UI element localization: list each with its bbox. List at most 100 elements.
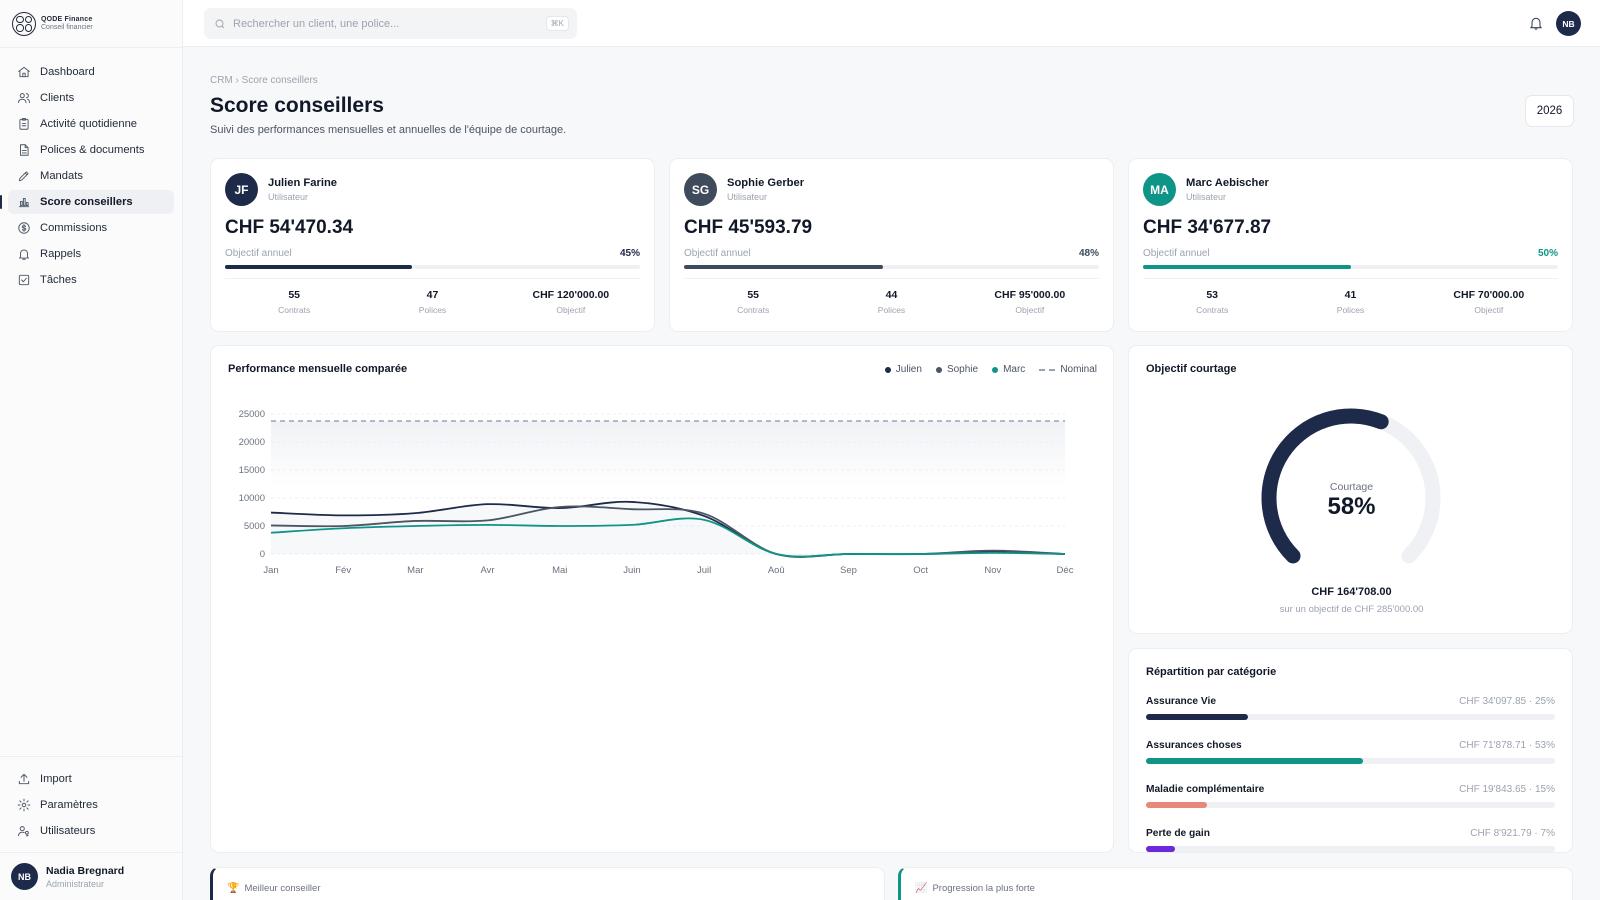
sidebar-item-dashboard[interactable]: Dashboard — [8, 60, 174, 84]
search-box[interactable]: ⌘K — [204, 8, 577, 39]
series-line-marc — [270, 517, 1066, 558]
category-row-assurance-vie: Assurance Vie CHF 34'097.85 · 25% — [1146, 696, 1555, 720]
legend-label: Sophie — [946, 364, 979, 375]
sidebar-item-clients[interactable]: Clients — [8, 86, 174, 110]
sidebar-item-import[interactable]: Import — [8, 767, 174, 791]
sidebar-item-commissions[interactable]: Commissions — [8, 216, 174, 240]
bar-chart-icon — [17, 195, 31, 209]
advisor-amount: CHF 54'470.34 — [225, 217, 354, 238]
x-tick-label: Juil — [697, 565, 711, 576]
avatar: JF — [225, 173, 258, 206]
stat-value: 55 — [288, 289, 300, 301]
sidebar-item-mandats[interactable]: Mandats — [8, 164, 174, 188]
advisor-card-julien-farine[interactable]: JF Julien Farine Utilisateur CHF 54'470.34 O… — [210, 158, 655, 332]
objective-label: Objectif annuel — [1143, 248, 1210, 259]
gauge-title: Objectif courtage — [1146, 363, 1237, 375]
objective-progress-fill — [1143, 265, 1351, 269]
checkbox-icon — [17, 273, 31, 287]
avatar: NB — [11, 863, 38, 890]
category-value: CHF 19'843.65 · 15% — [1459, 784, 1555, 795]
advisor-amount: CHF 34'677.87 — [1143, 217, 1272, 238]
advisor-role: Utilisateur — [268, 192, 309, 202]
objective-progress-bar — [225, 265, 640, 269]
advisor-card-sophie-gerber[interactable]: SG Sophie Gerber Utilisateur CHF 45'593.79 O… — [669, 158, 1114, 332]
category-bar — [1146, 802, 1555, 808]
pen-icon — [17, 169, 31, 183]
gauge-objective: sur un objectif de CHF 285'000.00 — [1279, 604, 1424, 615]
y-tick-label: 10000 — [239, 493, 265, 504]
category-breakdown-card: Répartition par catégorie Assurance Vie C… — [1128, 648, 1573, 853]
main-nav: Dashboard Clients Activité quotidienne Poli… — [0, 48, 182, 292]
legend-item-sophie[interactable]: Sophie — [935, 364, 979, 375]
stat-value: CHF 70'000.00 — [1453, 289, 1525, 301]
user-avatar-button[interactable]: NB — [1556, 11, 1581, 36]
stat-label: Polices — [418, 305, 447, 315]
notifications-button[interactable] — [1528, 15, 1544, 31]
best-advisor-card[interactable]: 🏆 Meilleur conseiller — [210, 867, 885, 900]
year-selector[interactable]: 2026 — [1525, 95, 1574, 127]
stat-label: Contrats — [1196, 305, 1229, 315]
clipboard-icon — [17, 117, 31, 131]
stat-value: CHF 95'000.00 — [994, 289, 1066, 301]
category-value: CHF 8'921.79 · 7% — [1470, 828, 1555, 839]
stat-label: Objectif — [1474, 305, 1504, 315]
category-bar — [1146, 714, 1555, 720]
trend-up-icon: 📈 — [915, 883, 928, 894]
sidebar-item-label: Rappels — [40, 248, 82, 260]
upload-icon — [17, 772, 31, 786]
sidebar-item-label: Paramètres — [40, 799, 98, 811]
sidebar-item-score-conseillers[interactable]: Score conseillers — [0, 190, 174, 214]
sidebar-item-label: Dashboard — [40, 66, 95, 78]
sidebar-item-parametres[interactable]: Paramètres — [8, 793, 174, 817]
category-bar-fill — [1146, 758, 1363, 764]
bell-icon — [1529, 17, 1543, 30]
legend-label: Julien — [895, 364, 922, 375]
sidebar-item-label: Utilisateurs — [40, 825, 96, 837]
y-tick-label: 25000 — [239, 409, 265, 420]
sidebar-item-activite-quotidienne[interactable]: Activité quotidienne — [8, 112, 174, 136]
search-icon — [215, 19, 225, 28]
sidebar-item-label: Import — [40, 773, 72, 785]
brand-name: QODE Finance — [41, 16, 93, 23]
advisor-stat-polices: 41 Polices — [1281, 289, 1419, 315]
objective-gauge-card: Objectif courtage Courtage 58% CHF 164'7… — [1128, 345, 1573, 634]
nominal-band — [271, 421, 1065, 487]
x-tick-label: Aoû — [768, 565, 785, 576]
avatar: SG — [684, 173, 717, 206]
search-input[interactable] — [233, 17, 533, 30]
y-tick-label: 0 — [260, 549, 265, 560]
stat-value: 47 — [426, 289, 439, 301]
brand-logo[interactable]: QODE Finance Conseil financier — [0, 0, 182, 48]
legend-item-nominal[interactable]: Nominal — [1039, 364, 1097, 375]
y-tick-label: 20000 — [239, 437, 265, 448]
current-user[interactable]: NB Nadia Bregnard Administrateur — [0, 852, 182, 900]
objective-percent: 48% — [1078, 248, 1099, 259]
advisor-card-marc-aebischer[interactable]: MA Marc Aebischer Utilisateur CHF 34'677.87… — [1128, 158, 1573, 332]
category-row-maladie-complementaire: Maladie complémentaire CHF 19'843.65 · 15… — [1146, 784, 1555, 808]
sidebar-item-rappels[interactable]: Rappels — [8, 242, 174, 266]
category-value: CHF 34'097.85 · 25% — [1459, 696, 1555, 707]
legend-item-julien[interactable]: Julien — [884, 364, 922, 375]
legend-label: Marc — [1003, 364, 1026, 375]
page-subtitle: Suivi des performances mensuelles et ann… — [210, 124, 567, 136]
legend-item-marc[interactable]: Marc — [992, 364, 1025, 375]
category-bar-fill — [1146, 802, 1208, 808]
x-tick-label: Mar — [407, 565, 423, 576]
chart-legend: Julien Sophie Marc Nominal — [871, 364, 1097, 375]
strongest-progress-card[interactable]: 📈 Progression la plus forte — [898, 867, 1573, 900]
category-row-assurances-choses: Assurances choses CHF 71'878.71 · 53% — [1146, 740, 1555, 764]
advisor-name: Marc Aebischer — [1186, 177, 1269, 189]
category-name: Assurance Vie — [1146, 696, 1217, 707]
sidebar-item-utilisateurs[interactable]: Utilisateurs — [8, 819, 174, 843]
sidebar-item-label: Score conseillers — [40, 196, 133, 208]
objective-progress-fill — [684, 265, 884, 269]
user-role: Administrateur — [46, 878, 105, 889]
stat-value: 55 — [747, 289, 759, 301]
sidebar-item-taches[interactable]: Tâches — [8, 268, 174, 292]
advisor-stat-objectif: CHF 70'000.00 Objectif — [1420, 289, 1558, 315]
stat-value: 53 — [1206, 289, 1218, 301]
legend-swatch — [992, 366, 999, 373]
user-name: Nadia Bregnard — [46, 864, 125, 877]
sidebar-item-polices-documents[interactable]: Polices & documents — [8, 138, 174, 162]
dollar-circle-icon — [17, 221, 31, 235]
